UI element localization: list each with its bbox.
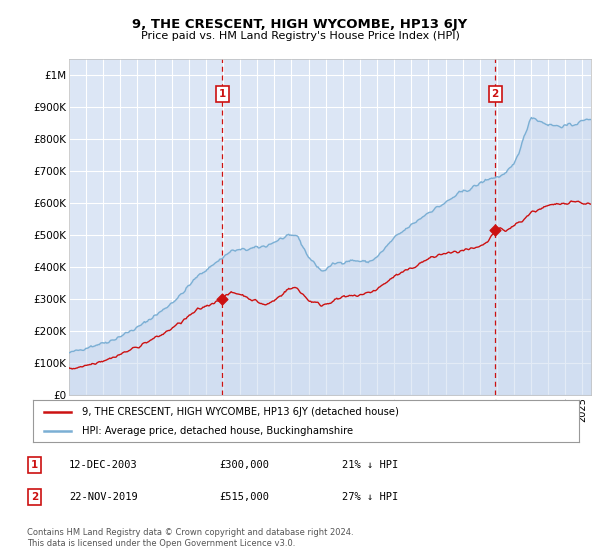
Text: 2: 2 xyxy=(31,492,38,502)
Text: £515,000: £515,000 xyxy=(219,492,269,502)
Text: Price paid vs. HM Land Registry's House Price Index (HPI): Price paid vs. HM Land Registry's House … xyxy=(140,31,460,41)
Text: 12-DEC-2003: 12-DEC-2003 xyxy=(69,460,138,470)
Point xyxy=(217,295,227,304)
Text: HPI: Average price, detached house, Buckinghamshire: HPI: Average price, detached house, Buck… xyxy=(82,426,353,436)
Text: 1: 1 xyxy=(31,460,38,470)
Text: 21% ↓ HPI: 21% ↓ HPI xyxy=(342,460,398,470)
Text: 9, THE CRESCENT, HIGH WYCOMBE, HP13 6JY (detached house): 9, THE CRESCENT, HIGH WYCOMBE, HP13 6JY … xyxy=(82,407,399,417)
Text: £300,000: £300,000 xyxy=(219,460,269,470)
Text: 22-NOV-2019: 22-NOV-2019 xyxy=(69,492,138,502)
Point xyxy=(490,226,500,235)
Text: 9, THE CRESCENT, HIGH WYCOMBE, HP13 6JY: 9, THE CRESCENT, HIGH WYCOMBE, HP13 6JY xyxy=(133,18,467,31)
Text: Contains HM Land Registry data © Crown copyright and database right 2024.
This d: Contains HM Land Registry data © Crown c… xyxy=(27,528,353,548)
Text: 1: 1 xyxy=(218,89,226,99)
Text: 2: 2 xyxy=(491,89,499,99)
Text: 27% ↓ HPI: 27% ↓ HPI xyxy=(342,492,398,502)
